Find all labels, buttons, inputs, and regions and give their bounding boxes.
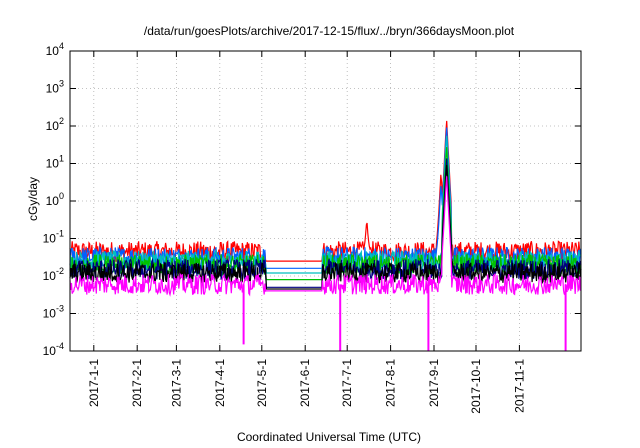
y-tick-label: 104 <box>46 41 64 58</box>
y-tick-label: 10-4 <box>43 341 64 358</box>
x-tick-label: 2017-3-1 <box>169 359 183 407</box>
chart-title: /data/run/goesPlots/archive/2017-12-15/f… <box>144 24 515 38</box>
series-line <box>69 164 582 290</box>
plot-frame <box>69 50 582 352</box>
series-layer <box>69 120 582 351</box>
series-line <box>69 120 582 263</box>
x-axis-label: Coordinated Universal Time (UTC) <box>237 430 421 444</box>
x-tick-label: 2017-7-1 <box>340 359 354 407</box>
y-tick-label: 101 <box>46 154 64 171</box>
y-tick-label: 10-3 <box>43 304 64 321</box>
series-line <box>69 147 582 281</box>
x-tick-label: 2017-10-1 <box>469 359 483 414</box>
x-tick-label: 2017-6-1 <box>298 359 312 407</box>
x-tick-label: 2017-11-1 <box>512 359 526 413</box>
y-tick-label: 10-2 <box>43 266 64 283</box>
series-line <box>69 176 582 297</box>
x-tick-label: 2017-4-1 <box>213 359 227 407</box>
grid <box>70 50 581 352</box>
series <box>69 164 582 290</box>
x-tick-label: 2017-1-1 <box>87 359 101 407</box>
x-tick-label: 2017-2-1 <box>130 359 144 407</box>
y-tick-label: 100 <box>46 191 64 208</box>
y-axis-label: cGy/day <box>26 177 40 221</box>
ticks: 10-4 10-3 10-2 10-1 100 101 102 103 104 2017-1-1 2… <box>43 41 581 414</box>
x-tick-label: 2017-9-1 <box>427 359 441 407</box>
series <box>69 176 582 351</box>
y-tick-label: 102 <box>46 116 64 133</box>
y-tick-label: 103 <box>46 79 64 96</box>
y-tick-label: 10-1 <box>43 229 64 246</box>
series <box>69 147 582 281</box>
x-tick-label: 2017-5-1 <box>255 359 269 407</box>
series <box>69 120 582 263</box>
x-tick-label: 2017-8-1 <box>384 359 398 407</box>
